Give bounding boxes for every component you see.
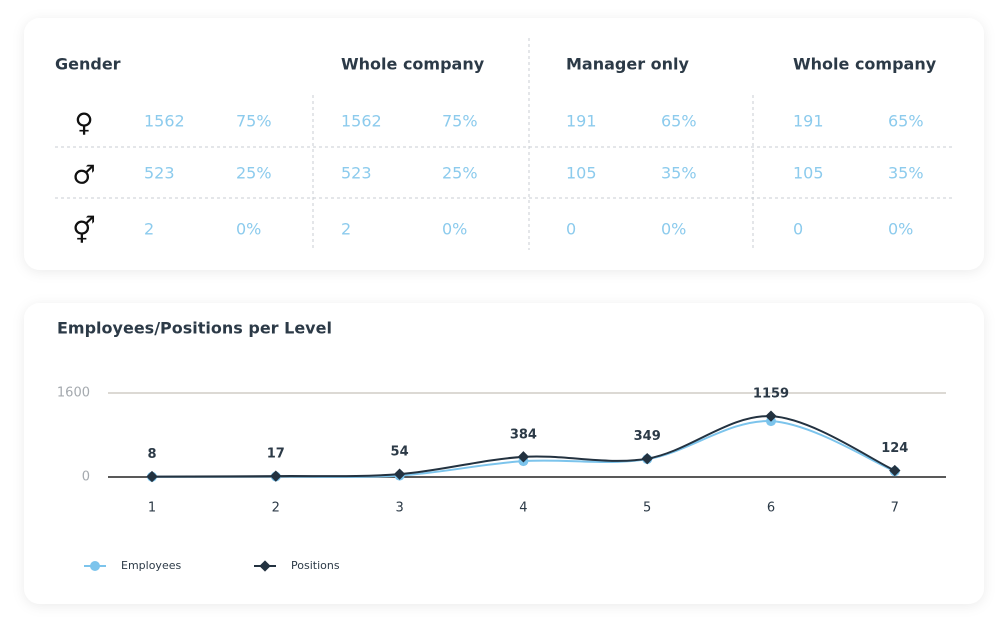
legend-label: Positions: [291, 559, 340, 572]
table-cell: 65%: [888, 112, 924, 131]
table-cell: 0%: [442, 220, 467, 239]
table-cell: 523: [144, 164, 175, 183]
column-header: Whole company: [793, 55, 937, 74]
table-cell: 2: [144, 220, 154, 239]
table-cell: 25%: [442, 164, 478, 183]
data-point: [146, 470, 158, 483]
x-tick-label: 5: [643, 501, 651, 516]
x-tick-label: 1: [148, 501, 156, 516]
data-point: [765, 410, 777, 422]
x-tick-label: 3: [395, 501, 403, 516]
table-cell: 0: [566, 220, 576, 239]
x-tick-label: 2: [272, 501, 280, 516]
table-cell: 35%: [888, 164, 924, 183]
table-card: [24, 18, 984, 270]
chart-title: Employees/Positions per Level: [57, 319, 332, 338]
table-cell: 1562: [144, 112, 185, 131]
table-cell: 75%: [442, 112, 478, 131]
table-cell: 75%: [236, 112, 272, 131]
table-cell: 105: [566, 164, 597, 183]
table-cell: 523: [341, 164, 372, 183]
data-point: [270, 470, 282, 482]
table-cell: 105: [793, 164, 824, 183]
table-cell: 191: [566, 112, 597, 131]
table-cell: 25%: [236, 164, 272, 183]
column-header: Gender: [55, 55, 121, 74]
x-tick-label: 4: [519, 501, 527, 516]
data-label: 54: [391, 445, 409, 460]
table-cell: 65%: [661, 112, 697, 131]
table-cell: 0%: [661, 220, 686, 239]
data-point: [517, 451, 530, 463]
data-label: 124: [881, 441, 908, 456]
data-label: 17: [267, 447, 285, 462]
legend-label: Employees: [121, 559, 181, 572]
column-header: Manager only: [566, 55, 690, 74]
legend-marker: [259, 560, 271, 572]
table-cell: 2: [341, 220, 351, 239]
data-label: 349: [634, 429, 661, 444]
table-cell: 35%: [661, 164, 697, 183]
column-header: Whole company: [341, 55, 485, 74]
legend-marker: [90, 561, 100, 571]
data-label: 8: [147, 447, 156, 462]
chart-card: [24, 303, 984, 604]
data-point: [889, 464, 901, 477]
data-label: 1159: [753, 387, 789, 402]
gender-icon: ♀: [74, 109, 93, 139]
table-cell: 0: [793, 220, 803, 239]
y-tick-label: 0: [82, 470, 90, 485]
table-cell: 191: [793, 112, 824, 131]
y-tick-label: 1600: [57, 386, 90, 401]
x-tick-label: 7: [891, 501, 899, 516]
data-point: [393, 468, 406, 480]
table-cell: 1562: [341, 112, 382, 131]
gender-icon: ⚥: [72, 216, 95, 247]
x-tick-label: 6: [767, 501, 775, 516]
gender-icon: ♂: [72, 161, 95, 191]
data-label: 384: [510, 427, 537, 442]
table-cell: 0%: [888, 220, 913, 239]
table-cell: 0%: [236, 220, 261, 239]
data-point: [641, 453, 653, 465]
